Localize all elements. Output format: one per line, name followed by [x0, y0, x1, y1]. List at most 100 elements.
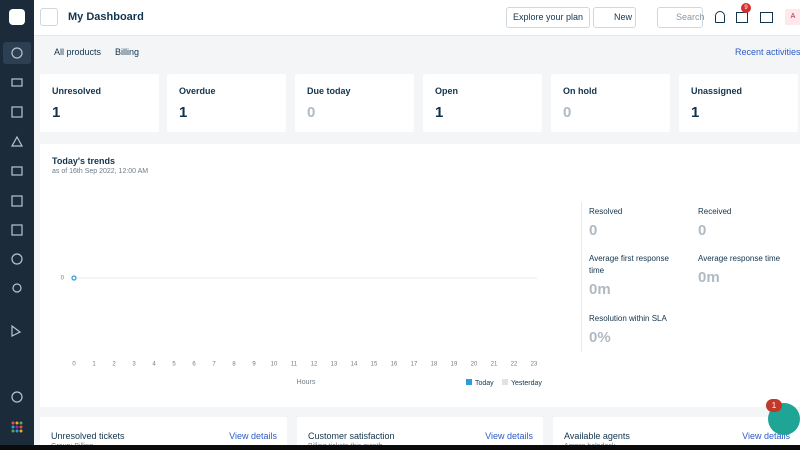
x-tick-label: 14	[351, 362, 358, 368]
widget-title: Available agents	[564, 431, 630, 441]
metric-label: Overdue	[179, 86, 216, 96]
metric-value: 1	[435, 104, 444, 121]
view-details[interactable]: View details	[485, 431, 533, 441]
x-tick-label: 1	[92, 362, 96, 368]
nav-icon[interactable]	[11, 78, 23, 87]
legend-label: Today	[475, 380, 494, 387]
stat-value: 0	[698, 222, 707, 239]
view-details[interactable]: View details	[742, 431, 790, 441]
nav-icon[interactable]	[12, 283, 22, 293]
stat-label: Average first response time	[589, 254, 669, 275]
nav-icon[interactable]	[11, 106, 23, 118]
x-tick-label: 7	[212, 362, 216, 368]
explore-button[interactable]: Explore your plan	[506, 7, 591, 28]
metric-value: 0	[307, 104, 316, 121]
page-title: My Dashboard	[68, 11, 144, 23]
y-tick-label: 0	[61, 276, 65, 282]
legend-swatch	[502, 379, 508, 385]
x-tick-label: 5	[172, 362, 176, 368]
menu-toggle[interactable]	[40, 8, 58, 26]
header: My Dashboard Explore your plan New Searc…	[34, 0, 800, 36]
x-tick-label: 8	[232, 362, 236, 368]
stat-label: Resolved	[589, 207, 623, 216]
stat-value: 0	[589, 222, 598, 239]
x-tick-label: 17	[411, 362, 418, 368]
x-tick-label: 6	[192, 362, 196, 368]
widget-title: Unresolved tickets	[51, 431, 125, 441]
view-details[interactable]: View details	[229, 431, 277, 441]
stat-label: Received	[698, 207, 732, 216]
x-tick-label: 12	[311, 362, 318, 368]
nav-icon[interactable]	[11, 47, 23, 59]
calendar-icon[interactable]	[760, 12, 773, 23]
metric-card[interactable]: Overdue 1	[167, 74, 286, 132]
widget-title: Customer satisfaction	[308, 431, 395, 441]
stat-value: 0m	[589, 281, 611, 298]
search-box[interactable]: Search	[657, 7, 705, 28]
x-tick-label: 18	[431, 362, 438, 368]
stat-value: 0%	[589, 329, 611, 346]
stats-divider	[581, 202, 582, 352]
nav-icons	[10, 47, 24, 433]
x-tick-label: 11	[291, 362, 298, 368]
apps-icon[interactable]	[11, 421, 23, 433]
nav-icon[interactable]	[10, 135, 24, 147]
x-tick-label: 3	[132, 362, 136, 368]
metric-value: 1	[52, 104, 61, 121]
x-tick-label: 15	[371, 362, 378, 368]
x-tick-label: 9	[252, 362, 256, 368]
new-button[interactable]: New	[593, 7, 636, 28]
legend-swatch	[466, 379, 472, 385]
trends-subtitle: as of 16th Sep 2022, 12:00 AM	[52, 168, 149, 175]
nav-icon[interactable]	[11, 195, 23, 207]
x-tick-label: 2	[112, 362, 116, 368]
x-tick-label: 22	[511, 362, 518, 368]
metric-card[interactable]: Open 1	[423, 74, 542, 132]
help-badge: 1	[766, 399, 782, 412]
metric-card[interactable]: Unassigned 1	[679, 74, 798, 132]
notifications-icon[interactable]	[715, 11, 725, 23]
metric-card[interactable]: Unresolved 1	[40, 74, 159, 132]
trends-panel: Today's trends as of 16th Sep 2022, 12:0…	[40, 144, 800, 407]
metric-value: 0	[563, 104, 572, 121]
nav-icon[interactable]	[11, 224, 23, 236]
metric-card[interactable]: On hold 0	[551, 74, 670, 132]
gift-badge: 9	[741, 3, 751, 13]
metric-value: 1	[691, 104, 700, 121]
metric-label: On hold	[563, 86, 597, 96]
metric-label: Unresolved	[52, 86, 102, 96]
nav-icon[interactable]	[11, 324, 22, 337]
x-tick-label: 13	[331, 362, 338, 368]
sidebar	[0, 0, 34, 450]
nav-icon[interactable]	[11, 391, 23, 403]
stat-label: Average response time	[698, 254, 781, 263]
filter-bar: All products Billing Recent activities	[34, 37, 800, 65]
logo[interactable]	[9, 9, 25, 25]
metric-value: 1	[179, 104, 188, 121]
x-tick-label: 10	[271, 362, 278, 368]
nav-icon[interactable]	[11, 166, 23, 176]
legend-label: Yesterday	[511, 380, 542, 387]
stat-label: Resolution within SLA	[589, 314, 667, 323]
metric-card[interactable]: Due today 0	[295, 74, 414, 132]
x-tick-label: 21	[491, 362, 498, 368]
metric-label: Due today	[307, 86, 351, 96]
metric-label: Open	[435, 86, 459, 96]
recent-activities[interactable]: Recent activities	[735, 47, 800, 57]
gift-icon[interactable]	[736, 12, 748, 23]
nav-icon[interactable]	[11, 253, 23, 265]
product-filter[interactable]: All products	[54, 47, 102, 57]
x-tick-label: 0	[72, 362, 76, 368]
avatar[interactable]: A	[785, 9, 800, 25]
stat-value: 0m	[698, 269, 720, 286]
nav-active[interactable]	[3, 42, 31, 64]
x-axis-label: Hours	[297, 379, 316, 386]
group-filter[interactable]: Billing	[115, 47, 140, 57]
x-tick-label: 4	[152, 362, 156, 368]
metric-label: Unassigned	[691, 86, 743, 96]
x-tick-label: 19	[451, 362, 458, 368]
